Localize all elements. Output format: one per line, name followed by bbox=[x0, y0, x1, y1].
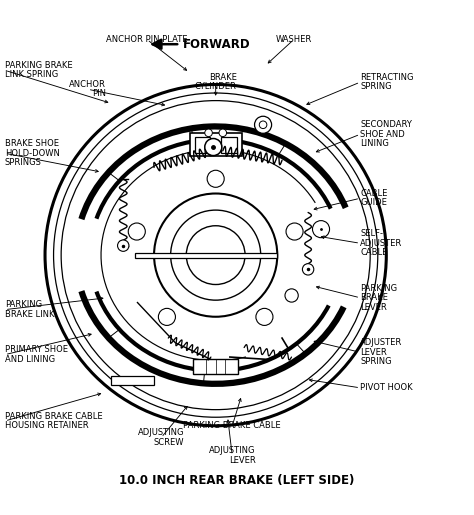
Text: CABLE
GUIDE: CABLE GUIDE bbox=[360, 189, 388, 208]
Bar bbox=[221, 136, 237, 153]
Text: PARKING
BRAKE
LEVER: PARKING BRAKE LEVER bbox=[360, 284, 397, 312]
Text: FORWARD: FORWARD bbox=[182, 38, 250, 50]
Circle shape bbox=[255, 116, 272, 133]
Text: ANCHOR
PIN: ANCHOR PIN bbox=[69, 80, 106, 98]
Bar bbox=[190, 149, 242, 153]
Text: PARKING BRAKE CABLE: PARKING BRAKE CABLE bbox=[183, 421, 281, 430]
Text: PARKING BRAKE CABLE
HOUSING RETAINER: PARKING BRAKE CABLE HOUSING RETAINER bbox=[5, 412, 102, 430]
Circle shape bbox=[285, 289, 298, 302]
Bar bbox=[190, 133, 242, 156]
Circle shape bbox=[219, 129, 227, 136]
Circle shape bbox=[61, 100, 370, 409]
Circle shape bbox=[259, 121, 267, 129]
Text: ANCHOR PIN PLATE: ANCHOR PIN PLATE bbox=[106, 35, 188, 44]
Circle shape bbox=[205, 129, 212, 136]
Text: PARKING BRAKE
LINK SPRING: PARKING BRAKE LINK SPRING bbox=[5, 61, 73, 79]
Circle shape bbox=[45, 84, 386, 426]
Text: ADJUSTING
LEVER: ADJUSTING LEVER bbox=[209, 447, 255, 465]
Bar bbox=[193, 359, 238, 374]
Circle shape bbox=[128, 223, 146, 240]
Text: WASHER: WASHER bbox=[276, 35, 312, 44]
Circle shape bbox=[186, 226, 245, 284]
Text: 10.0 INCH REAR BRAKE (LEFT SIDE): 10.0 INCH REAR BRAKE (LEFT SIDE) bbox=[119, 474, 355, 487]
Circle shape bbox=[118, 240, 129, 251]
Bar bbox=[135, 253, 277, 258]
Text: ADJUSTING
SCREW: ADJUSTING SCREW bbox=[138, 428, 184, 447]
Circle shape bbox=[302, 264, 314, 275]
Text: PIVOT HOOK: PIVOT HOOK bbox=[360, 383, 413, 392]
Circle shape bbox=[207, 170, 224, 187]
Text: BRAKE
CYLINDER: BRAKE CYLINDER bbox=[195, 73, 237, 91]
Text: BRAKE SHOE
HOLD-DOWN
SPRINGS: BRAKE SHOE HOLD-DOWN SPRINGS bbox=[5, 140, 60, 167]
Circle shape bbox=[312, 220, 329, 238]
Text: PRIMARY SHOE
AND LINING: PRIMARY SHOE AND LINING bbox=[5, 346, 68, 364]
Circle shape bbox=[154, 194, 277, 317]
Circle shape bbox=[205, 139, 222, 156]
Circle shape bbox=[54, 93, 378, 417]
Circle shape bbox=[158, 308, 175, 325]
Circle shape bbox=[256, 308, 273, 325]
Text: SELF-
ADJUSTER
CABLE: SELF- ADJUSTER CABLE bbox=[360, 229, 402, 257]
Circle shape bbox=[286, 223, 303, 240]
Text: ADJUSTER
LEVER
SPRING: ADJUSTER LEVER SPRING bbox=[360, 338, 402, 366]
Bar bbox=[111, 376, 154, 386]
Circle shape bbox=[171, 210, 261, 300]
Text: RETRACTING
SPRING: RETRACTING SPRING bbox=[360, 73, 414, 91]
Text: PARKING
BRAKE LINK: PARKING BRAKE LINK bbox=[5, 300, 54, 319]
Text: SECONDARY
SHOE AND
LINING: SECONDARY SHOE AND LINING bbox=[360, 121, 412, 148]
Bar bbox=[195, 136, 210, 153]
